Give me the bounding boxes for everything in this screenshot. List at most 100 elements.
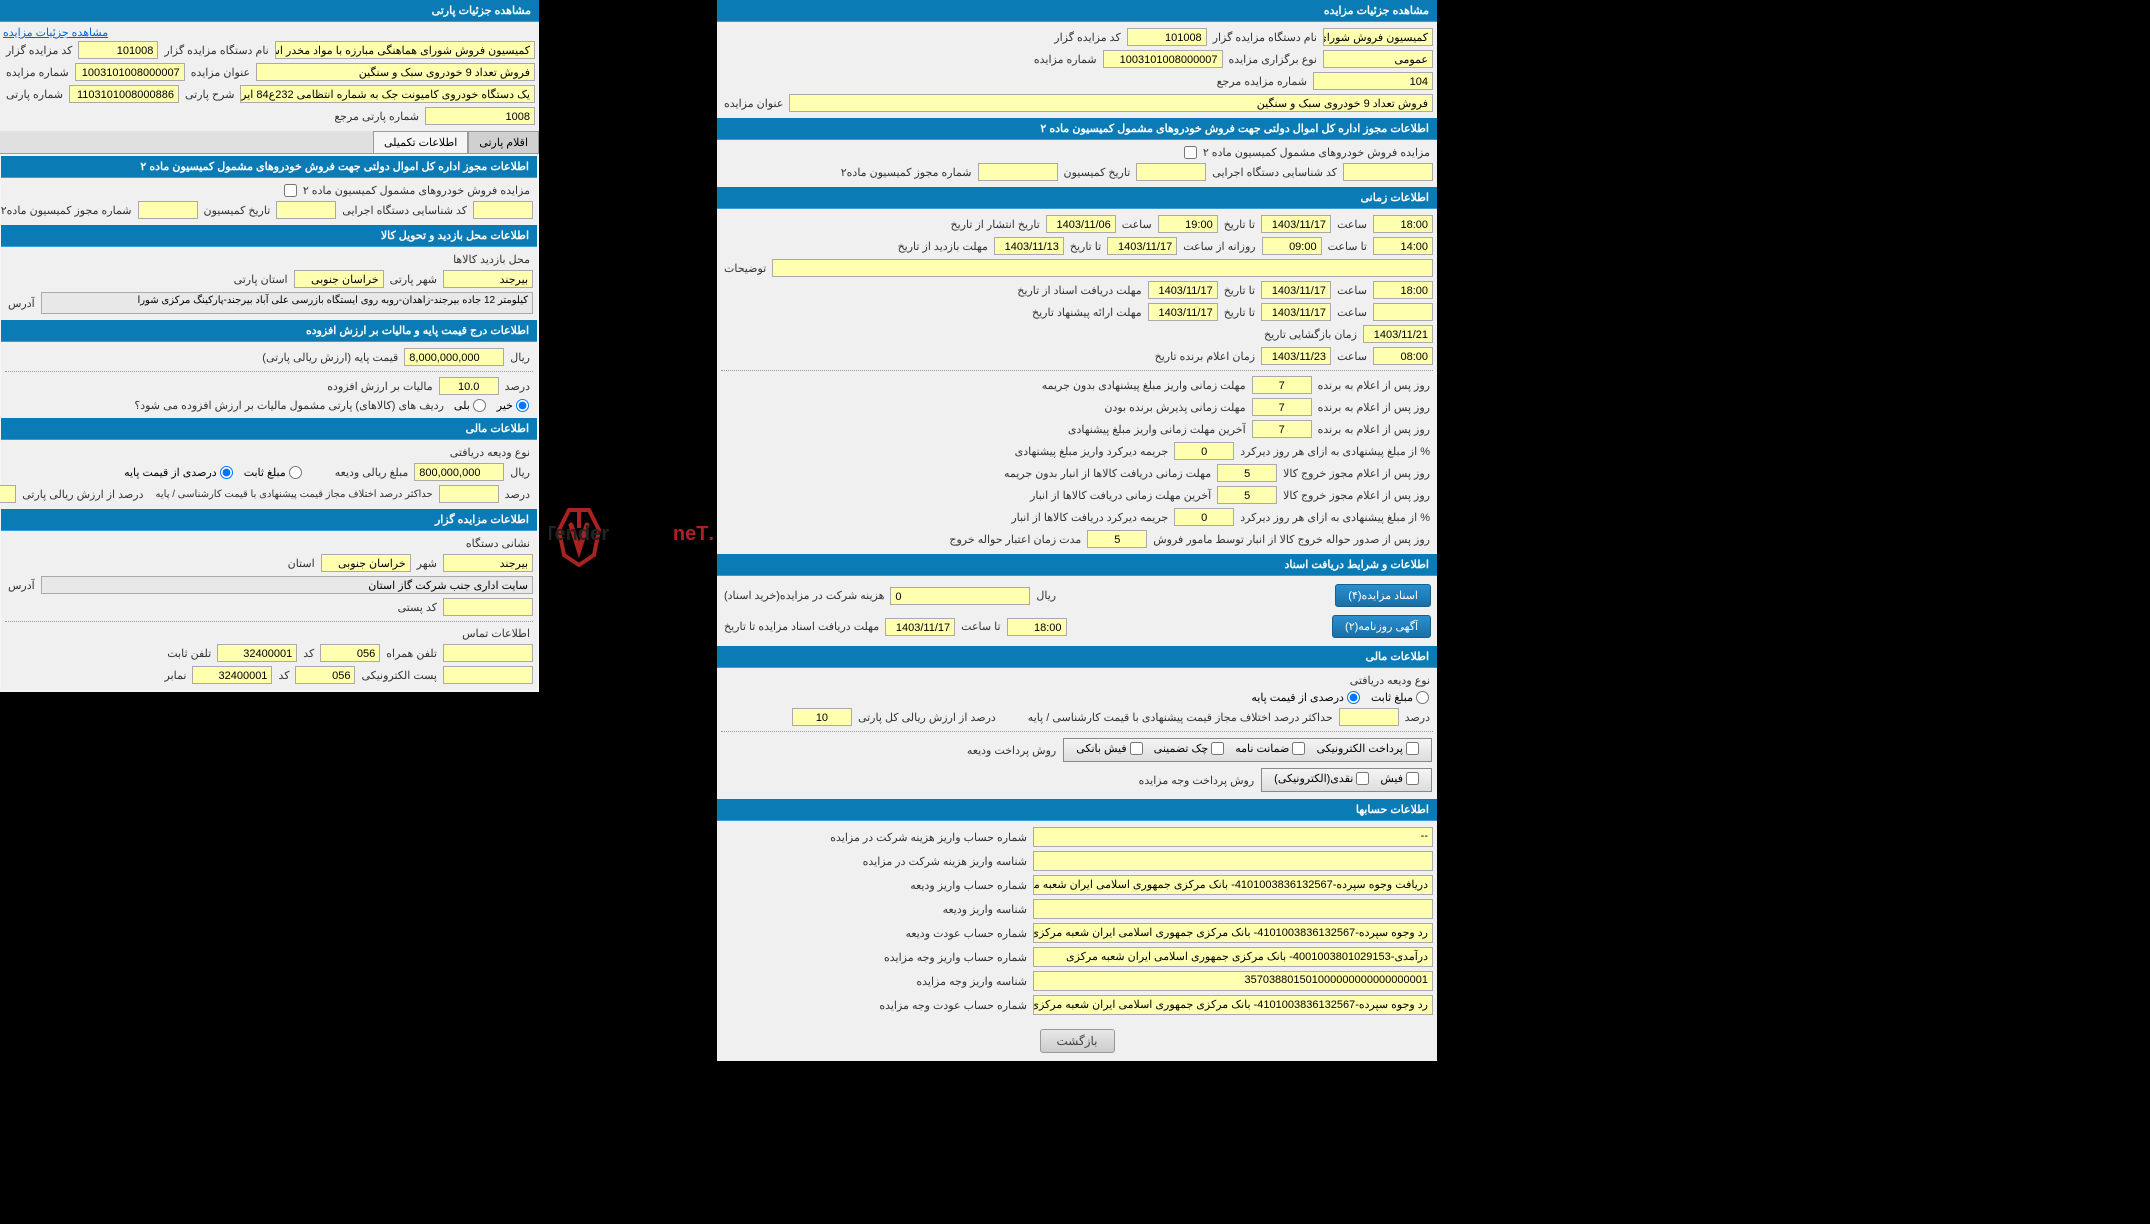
- rad-yes[interactable]: بلی: [455, 399, 487, 412]
- fld-permdate: [1137, 163, 1207, 181]
- lf-permitno: [139, 201, 199, 219]
- lu-max: درصد: [503, 488, 534, 501]
- header-docs: اطلاعات و شرایط دریافت اسناد: [718, 554, 1438, 576]
- l-t3-3: ساعت: [1335, 284, 1371, 297]
- lf-telcode: 056: [321, 644, 381, 662]
- f-t4-d2: 1403/11/17: [1262, 303, 1332, 321]
- l-p1: مهلت زمانی واریز مبلغ پیشنهادی بدون جریم…: [1040, 379, 1250, 392]
- l-t3-1: مهلت دریافت اسناد از تاریخ: [1015, 284, 1145, 297]
- tab-items[interactable]: اقلام پارتی: [469, 131, 540, 153]
- chk-pay1-1[interactable]: پرداخت الکترونیکی: [1317, 742, 1420, 755]
- f-t1-t2: 18:00: [1374, 215, 1434, 233]
- chk-pay2-1[interactable]: فیش: [1381, 772, 1420, 785]
- lbl-ref: شماره مزایده مرجع: [1215, 75, 1311, 88]
- chk-pay1-3[interactable]: چک تضمینی: [1155, 742, 1225, 755]
- f-acc5: رد وجوه سپرده-4101003836132567- بانک مرک…: [1034, 923, 1434, 943]
- header-org: اطلاعات مزایده گزار: [2, 509, 538, 531]
- lf-mobile: [444, 644, 534, 662]
- f-t3-t1: 18:00: [1374, 281, 1434, 299]
- lf-vat: 10.0: [440, 377, 500, 395]
- l-t1-2: ساعت: [1120, 218, 1156, 231]
- body-permit-l: مزایده فروش خودروهای مشمول کمیسیون ماده …: [2, 178, 538, 225]
- btn-newspaper[interactable]: آگهی روزنامه(۲): [1333, 615, 1432, 638]
- body-docs: هزینه شرکت در مزایده(خرید اسناد) 0 ریال …: [718, 576, 1438, 646]
- ll-ocity: شهر: [415, 557, 441, 570]
- ll-num: شماره مزایده: [4, 66, 73, 79]
- f-t4-d1: 1403/11/17: [1149, 303, 1219, 321]
- lu-dep: ریال: [508, 466, 534, 479]
- ll-base: قیمت پایه (ارزش ریالی پارتی): [260, 351, 402, 364]
- lf-city: بیرجند: [444, 270, 534, 288]
- ll-commission: مزایده فروش خودروهای مشمول کمیسیون ماده …: [301, 184, 534, 197]
- lu-base: ریال: [508, 351, 534, 364]
- ll-pdate: تاریخ کمیسیون: [202, 204, 275, 217]
- ll-execid: کد شناسایی دستگاه اجرایی: [340, 204, 471, 217]
- l-acc6: شماره حساب واریز وجه مزایده: [861, 951, 1031, 964]
- f-acc4: [1034, 899, 1434, 919]
- l-t2-3: روزانه از ساعت: [1181, 240, 1259, 253]
- chk-pay2-2[interactable]: نقدی(الکترونیکی): [1275, 772, 1370, 785]
- f-fin-pct: 10: [793, 708, 853, 726]
- chk-commission-l[interactable]: [285, 184, 298, 197]
- fld-permitno: [979, 163, 1059, 181]
- lf-tel: 32400001: [218, 644, 298, 662]
- chk-commission[interactable]: [1185, 146, 1198, 159]
- rad-percent-l[interactable]: درصدی از قیمت پایه: [125, 466, 234, 479]
- l-acc7: شناسه واریز وجه مزایده: [861, 975, 1031, 988]
- l-t2-1: مهلت بازدید از تاریخ: [896, 240, 992, 253]
- f-t3-d1: 1403/11/17: [1149, 281, 1219, 299]
- link-auction-details[interactable]: مشاهده جزئیات مزایده: [4, 27, 109, 39]
- l-t2-4: تا ساعت: [1326, 240, 1371, 253]
- btn-auction-docs[interactable]: اسناد مزایده(۴): [1336, 584, 1432, 607]
- l-t2a: توضیحات: [722, 262, 770, 275]
- f-p3: 7: [1253, 420, 1313, 438]
- l-acc1: شماره حساب واریز هزینه شرکت در مزایده: [861, 831, 1031, 844]
- fld-execid: [1344, 163, 1434, 181]
- body-price: قیمت پایه (ارزش ریالی پارتی) 8,000,000,0…: [2, 342, 538, 418]
- lf-orgname: کمیسیون فروش شورای هماهنگی مبارزه با موا…: [276, 41, 536, 59]
- ll-vat: مالیات بر ارزش افزوده: [325, 380, 436, 393]
- l-p5: مهلت زمانی دریافت کالاها از انبار بدون ج…: [1002, 467, 1215, 480]
- l-p7: جریمه دیرکرد دریافت کالاها از انبار: [1009, 511, 1172, 524]
- fld-orgname: کمیسیون فروش شورای هم: [1324, 28, 1434, 46]
- l-doc1: هزینه شرکت در مزایده(خرید اسناد): [722, 589, 888, 602]
- ll-oaddr: آدرس: [6, 579, 39, 592]
- btn-back[interactable]: بازگشت: [1041, 1029, 1116, 1053]
- lf-pct: 10: [0, 485, 17, 503]
- ll-zip: کد پستی: [396, 601, 441, 614]
- l-t3-2: تا تاریخ: [1222, 284, 1259, 297]
- lf-zip: [444, 598, 534, 616]
- header-permit-l: اطلاعات مجوز اداره کل اموال دولتی جهت فر…: [2, 156, 538, 178]
- chk-pay1-4[interactable]: فیش بانکی: [1077, 742, 1143, 755]
- l-t4-2: تا تاریخ: [1222, 306, 1259, 319]
- rad-percent[interactable]: درصدی از قیمت پایه: [1252, 691, 1361, 704]
- chk-pay1-2[interactable]: ضمانت نامه: [1236, 742, 1306, 755]
- rad-fixed[interactable]: مبلغ ثابت: [1372, 691, 1430, 704]
- u-p1: روز پس از اعلام به برنده: [1316, 379, 1434, 392]
- f-acc6: درآمدی-4001003801029153- بانک مرکزی جمهو…: [1034, 947, 1434, 967]
- body-accounts: شماره حساب واریز هزینه شرکت در مزایده-- …: [718, 821, 1438, 1021]
- f-t2-t1: 09:00: [1263, 237, 1323, 255]
- lf-email: [444, 666, 534, 684]
- l-fin-pct: درصد از ارزش ریالی کل پارتی: [856, 711, 1000, 724]
- u-p4: % از مبلغ پیشنهادی به ازای هر روز دیرکرد: [1238, 445, 1434, 458]
- f-doc1: 0: [891, 587, 1031, 605]
- rad-no[interactable]: خیر: [498, 399, 530, 412]
- lbl-code: کد مزایده گزار: [1052, 31, 1124, 44]
- l-p2: مهلت زمانی پذیرش برنده بودن: [1102, 401, 1249, 414]
- lbl-r-fixed: مبلغ ثابت: [1372, 691, 1414, 704]
- header-auction-details: مشاهده جزئیات مزایده: [718, 0, 1438, 22]
- header-permit: اطلاعات مجوز اداره کل اموال دولتی جهت فر…: [718, 118, 1438, 140]
- f-p6: 5: [1218, 486, 1278, 504]
- l-fin-max: حداکثر درصد اختلاف مجاز قیمت پیشنهادی با…: [1026, 711, 1337, 724]
- lf-ocity: بیرجند: [444, 554, 534, 572]
- rad-fixed-l[interactable]: مبلغ ثابت: [245, 466, 303, 479]
- f-p7: 0: [1175, 508, 1235, 526]
- l-t6-1: زمان اعلام برنده تاریخ: [1153, 350, 1259, 363]
- tab-additional[interactable]: اطلاعات تکمیلی: [374, 131, 469, 153]
- lf-lotno: 1103101008000886: [70, 85, 180, 103]
- ll-title: عنوان مزایده: [189, 66, 254, 79]
- body-fin-r: نوع ودیعه دریافتی درصدی از قیمت پایه مبل…: [718, 668, 1438, 799]
- lbl-title: عنوان مزایده: [722, 97, 787, 110]
- ll-fax: نمابر: [163, 669, 191, 682]
